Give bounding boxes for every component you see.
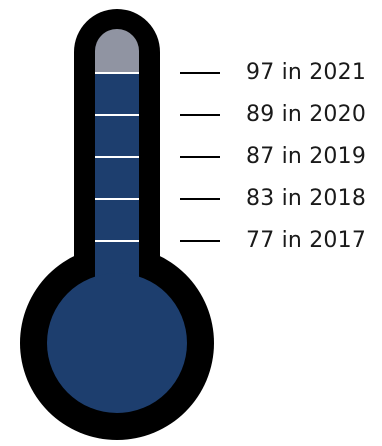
- label-2020: 89 in 2020: [246, 102, 367, 127]
- label-2019: 87 in 2019: [246, 144, 367, 169]
- tick-marks: [95, 72, 139, 242]
- label-2021: 97 in 2021: [246, 60, 367, 85]
- label-2018: 83 in 2018: [246, 186, 367, 211]
- leader-lines: [180, 72, 220, 242]
- thermometer-fill-column: [95, 73, 139, 288]
- thermometer-bulb-fill: [47, 273, 187, 413]
- thermometer-empty-column-base: [95, 55, 139, 75]
- label-2017: 77 in 2017: [246, 228, 367, 253]
